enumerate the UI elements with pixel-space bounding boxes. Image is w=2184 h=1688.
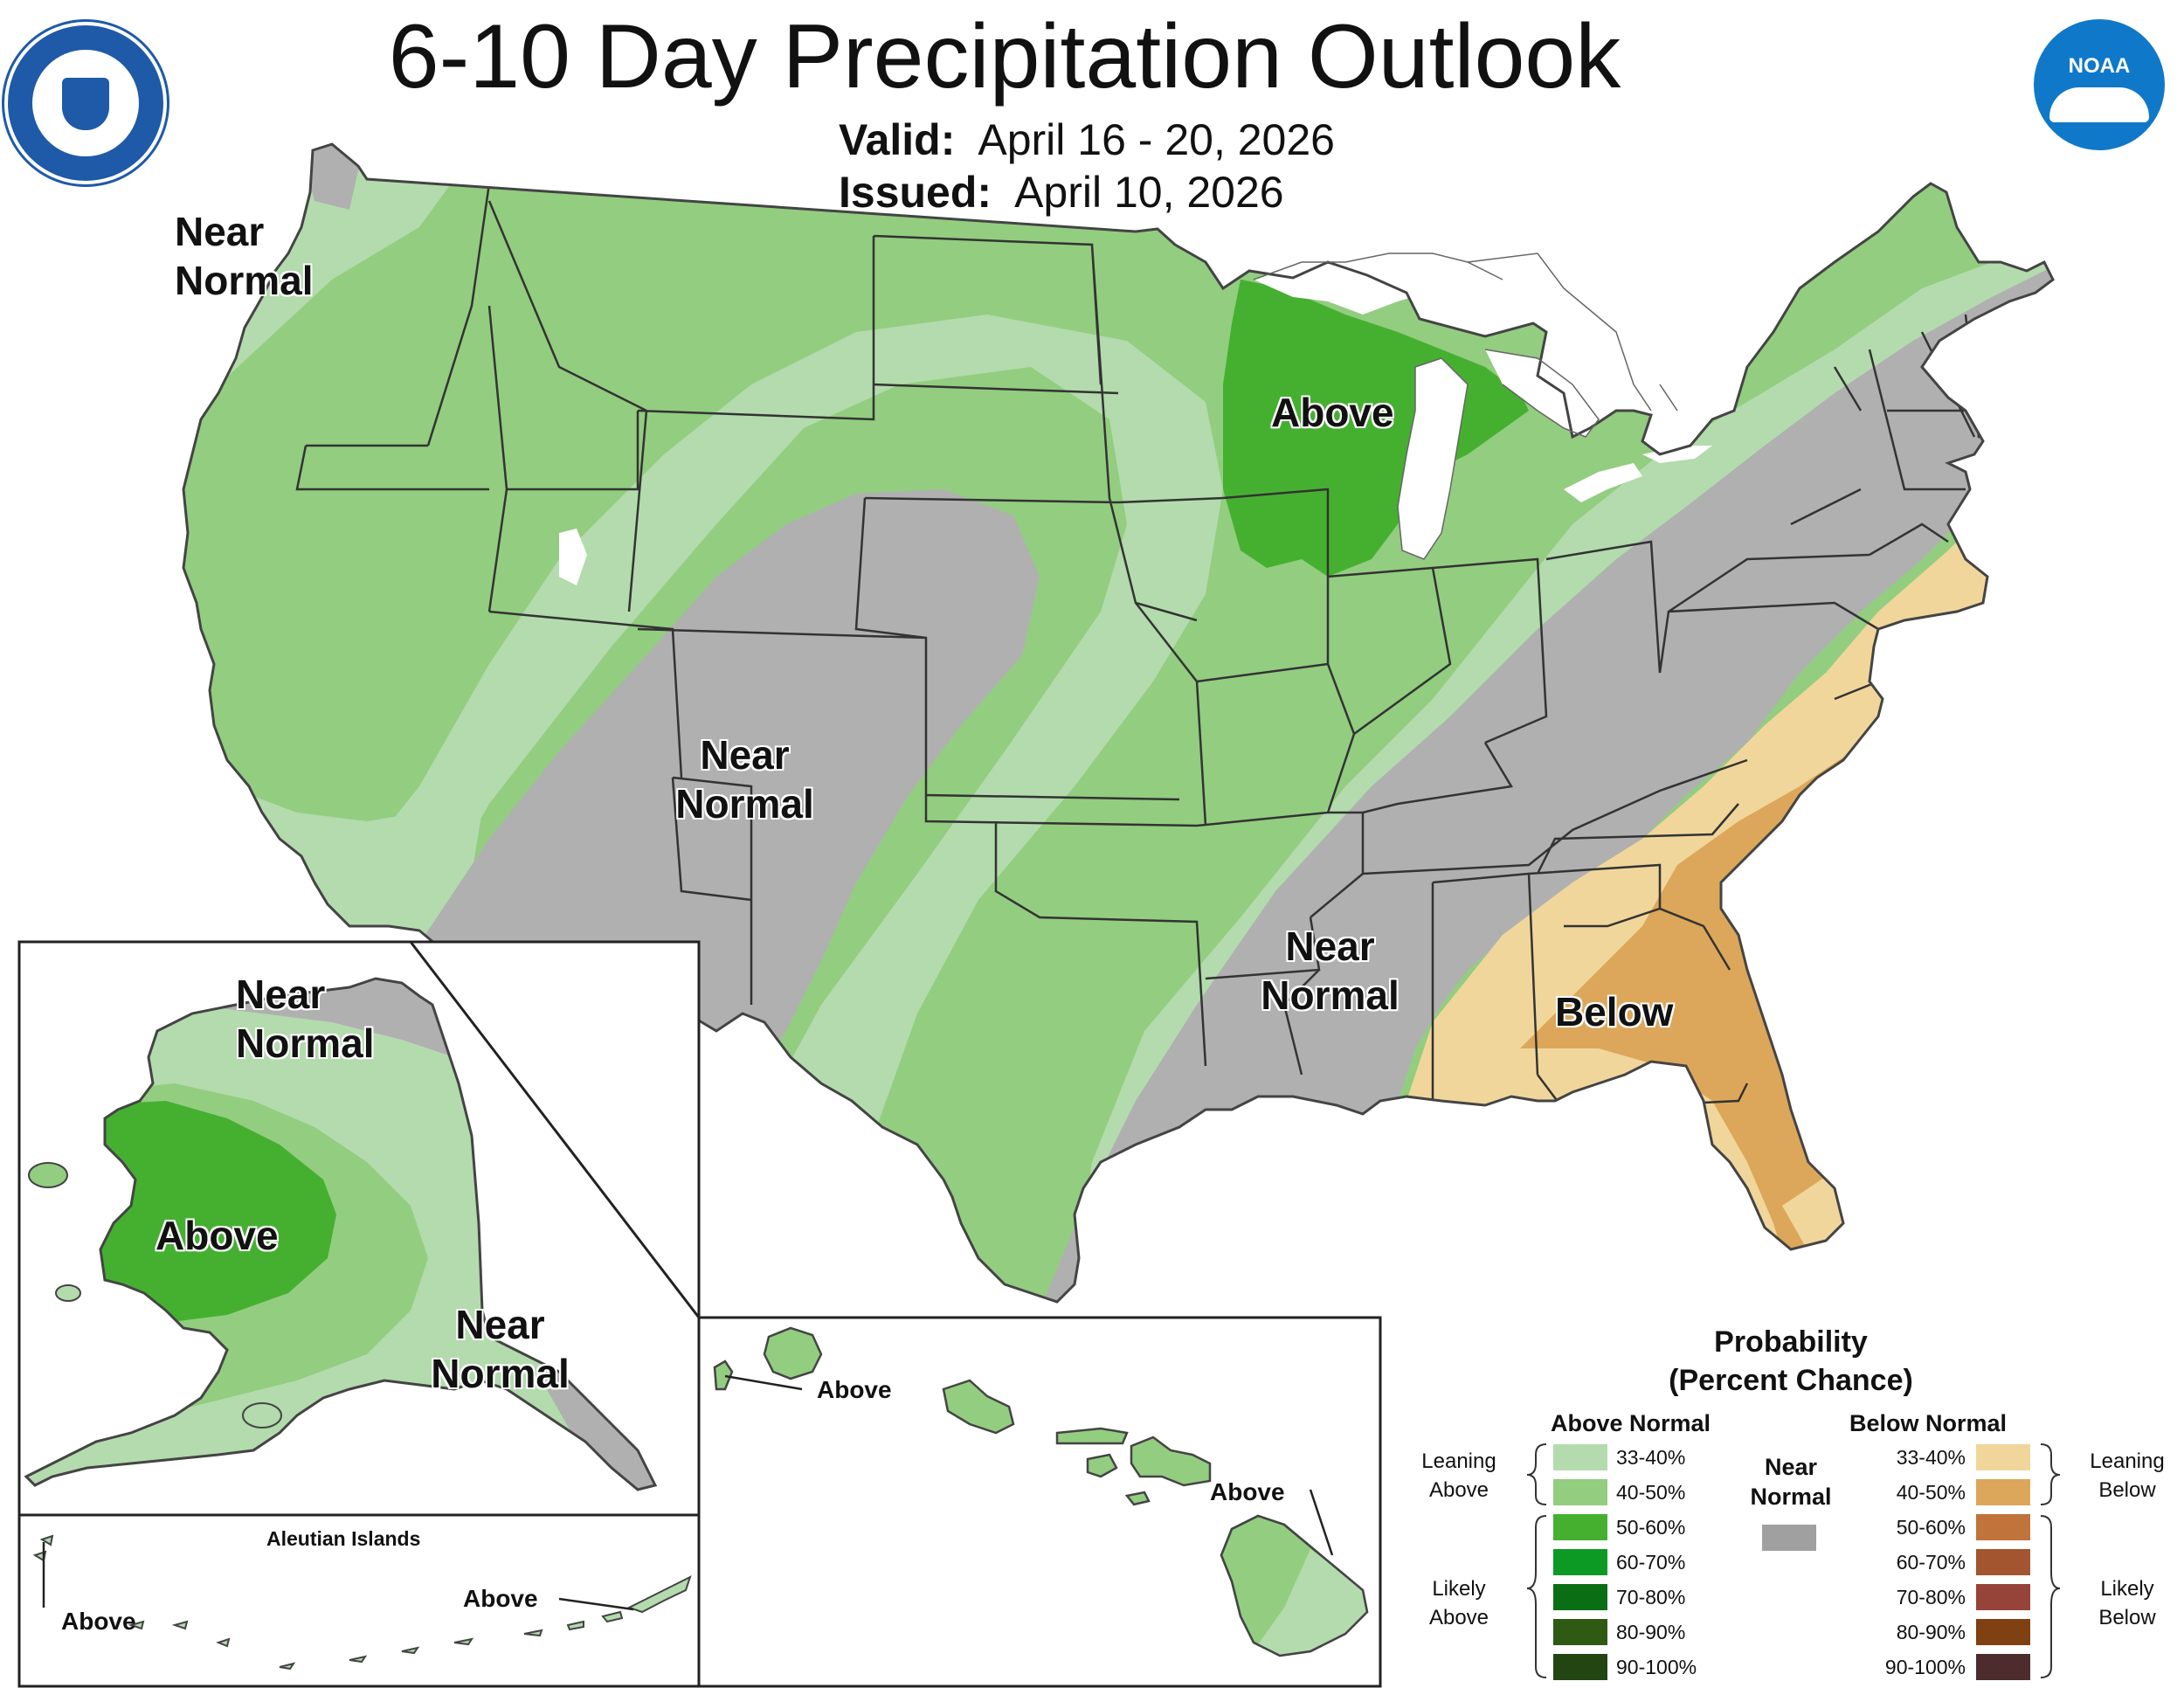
legend-below-swatch — [1976, 1479, 2030, 1505]
aleutian-title: Aleutian Islands — [266, 1527, 421, 1550]
likely-below-bracket — [2040, 1515, 2061, 1678]
issued-date: April 10, 2026 — [1014, 168, 1284, 217]
legend-above-range: 40-50% — [1616, 1481, 1686, 1504]
lanai-island — [1086, 1453, 1118, 1478]
label-alaska-north-near-normal: Near Normal — [236, 972, 375, 1066]
legend-below-header: Below Normal — [1849, 1410, 2008, 1436]
legend-leaning-above: Leaning Above — [1421, 1449, 1496, 1502]
legend-below-range: 40-50% — [1896, 1481, 1966, 1504]
valid-label: Valid: — [839, 115, 956, 164]
legend-below-swatch — [1976, 1444, 2030, 1470]
legend-below-swatch — [1976, 1514, 2030, 1540]
legend-above-range: 80-90% — [1616, 1621, 1686, 1643]
legend-above-swatch — [1553, 1619, 1607, 1645]
legend-above-swatch — [1553, 1444, 1607, 1470]
maui-island — [1130, 1435, 1212, 1487]
noaa-logo-icon: NOAA — [2034, 19, 2165, 150]
big-island-lean-above — [1258, 1549, 1367, 1656]
legend-below-swatch — [1976, 1654, 2030, 1680]
legend-below-swatch — [1976, 1549, 2030, 1575]
legend-leaning-below: Leaning Below — [2090, 1449, 2165, 1502]
hawaii-kauai-above: Above — [817, 1376, 892, 1403]
legend-title: Probability (Percent Chance) — [1669, 1325, 1913, 1397]
valid-dates: April 16 - 20, 2026 — [978, 115, 1335, 164]
noaa-logo-wave — [2049, 87, 2149, 122]
label-upper-midwest-above: Above — [1271, 390, 1394, 435]
kauai-pointer — [724, 1374, 803, 1391]
legend-above-swatch — [1553, 1549, 1607, 1575]
nunivak-island — [55, 1284, 81, 1302]
state-boundaries — [295, 183, 2028, 1111]
aleutian-label-right: Above — [463, 1585, 538, 1612]
legend-below-range: 80-90% — [1896, 1621, 1966, 1643]
legend-below-range: 90-100% — [1884, 1656, 1966, 1678]
label-southeast-below: Below — [1555, 989, 1674, 1034]
legend-above-header: Above Normal — [1551, 1410, 1711, 1436]
legend-above-swatch — [1553, 1584, 1607, 1610]
legend-below-range: 60-70% — [1896, 1551, 1966, 1574]
legend-above-range: 50-60% — [1616, 1516, 1686, 1539]
molokai-island — [1055, 1427, 1129, 1445]
legend-above-range: 33-40% — [1616, 1446, 1686, 1469]
legend-above-range: 90-100% — [1616, 1656, 1697, 1678]
kauai-island — [763, 1326, 823, 1380]
label-alaska-se-near-normal: Near Normal — [431, 1302, 570, 1396]
alaska-inset-connector — [409, 941, 701, 1318]
issued-label: Issued: — [839, 168, 992, 217]
st-lawrence-island — [28, 1162, 68, 1188]
issued-line: Issued: April 10, 2026 — [839, 166, 1284, 218]
niihau-island — [713, 1359, 734, 1391]
conus-outline — [182, 142, 2055, 1304]
lake-outline — [1253, 253, 1678, 560]
kodiak-island — [242, 1402, 282, 1429]
legend-below-range: 50-60% — [1896, 1516, 1966, 1539]
legend-near-swatch — [1762, 1525, 1816, 1551]
legend-above-swatch — [1553, 1654, 1607, 1680]
alaska-outline — [24, 977, 658, 1491]
likely-above-bracket — [1526, 1515, 1547, 1678]
leaning-above-bracket — [1526, 1443, 1547, 1505]
valid-line: Valid: April 16 - 20, 2026 — [839, 114, 1335, 166]
aleutian-label-left: Above — [61, 1608, 136, 1635]
legend-above-swatch — [1553, 1514, 1607, 1540]
legend-likely-below: Likely Below — [2098, 1577, 2156, 1629]
legend-below-range: 70-80% — [1896, 1586, 1966, 1608]
commerce-seal-shield — [62, 78, 109, 130]
big-island-outline — [1220, 1514, 1369, 1657]
hawaii-big-island-above: Above — [1210, 1478, 1285, 1505]
label-alaska-above: Above — [156, 1213, 279, 1258]
label-central-near-normal: Near Normal — [675, 732, 814, 827]
legend-below-swatch — [1976, 1584, 2030, 1610]
aleutian-pointer-right — [558, 1597, 634, 1611]
legend-above-range: 70-80% — [1616, 1586, 1686, 1608]
legend-near-header: Near Normal — [1750, 1454, 1832, 1510]
aleutian-chain — [32, 1534, 692, 1671]
department-of-commerce-seal-icon — [4, 22, 167, 184]
oahu-island — [942, 1379, 1015, 1435]
kahoolawe-island — [1124, 1491, 1151, 1506]
page-title: 6-10 Day Precipitation Outlook — [388, 6, 1621, 107]
big-island-pointer — [1309, 1489, 1334, 1556]
label-se-near-normal: Near Normal — [1261, 924, 1400, 1018]
legend-above-range: 60-70% — [1616, 1551, 1686, 1574]
legend-above-swatch — [1553, 1479, 1607, 1505]
label-nw-near-normal: Near Normal — [175, 209, 314, 303]
legend-below-swatch — [1976, 1619, 2030, 1645]
leaning-below-bracket — [2040, 1443, 2061, 1505]
legend-likely-above: Likely Above — [1428, 1577, 1489, 1629]
noaa-logo-text: NOAA — [2068, 54, 2131, 78]
legend-below-range: 33-40% — [1896, 1446, 1966, 1469]
